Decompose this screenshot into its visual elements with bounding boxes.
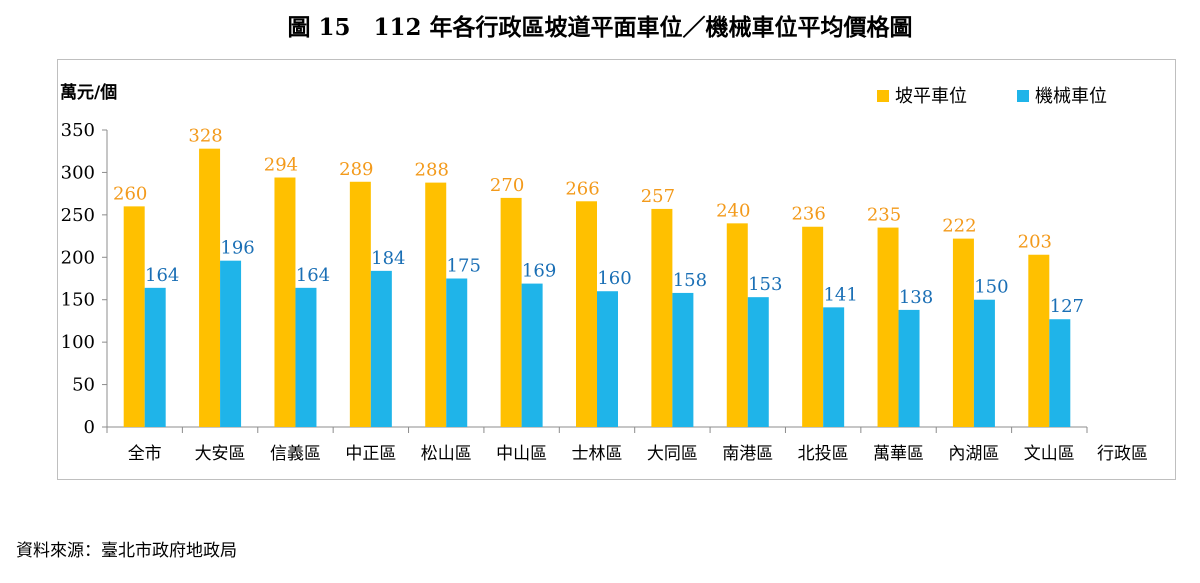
chart-title: 圖 15 112 年各行政區坡道平面車位／機械車位平均價格圖 — [287, 14, 913, 41]
data-label: 240 — [716, 200, 750, 221]
data-label: 158 — [673, 270, 707, 291]
y-axis-label: 萬元/個 — [60, 82, 117, 103]
x-tick-label: 全市 — [128, 444, 162, 464]
data-label: 169 — [522, 261, 556, 282]
data-label: 203 — [1018, 232, 1052, 253]
y-tick-label: 100 — [61, 332, 95, 353]
data-label: 141 — [823, 284, 857, 305]
data-label: 164 — [145, 265, 179, 286]
x-tick-label: 信義區 — [270, 444, 321, 464]
data-label: 196 — [220, 238, 254, 259]
bar-ramp — [199, 148, 221, 427]
bar-ramp — [1028, 254, 1050, 427]
x-tick-label: 中正區 — [345, 444, 396, 464]
x-tick-label: 內湖區 — [948, 444, 999, 464]
bar-ramp — [651, 208, 673, 427]
data-label: 150 — [974, 277, 1008, 298]
bar-mechanical — [898, 309, 920, 427]
legend-swatch — [877, 90, 889, 102]
bar-ramp — [802, 226, 824, 427]
data-label: 260 — [113, 183, 147, 204]
bar-mechanical — [295, 287, 317, 427]
data-label: 235 — [867, 205, 901, 226]
data-label: 328 — [188, 126, 222, 147]
x-tick-label: 大同區 — [647, 444, 698, 464]
bar-mechanical — [220, 260, 242, 427]
bar-ramp — [274, 177, 296, 427]
bar-mechanical — [1049, 319, 1071, 427]
data-label: 236 — [791, 204, 825, 225]
source-note: 資料來源：臺北市政府地政局 — [16, 541, 237, 561]
data-label: 164 — [296, 265, 330, 286]
data-label: 127 — [1050, 296, 1084, 317]
data-label: 289 — [339, 159, 373, 180]
legend-label: 坡平車位 — [895, 86, 967, 107]
legend-label: 機械車位 — [1035, 86, 1107, 107]
data-label: 288 — [415, 160, 449, 181]
data-label: 153 — [748, 274, 782, 295]
bar-mechanical — [370, 270, 392, 427]
bar-ramp — [425, 182, 447, 427]
data-label: 138 — [899, 287, 933, 308]
data-label: 175 — [447, 256, 481, 277]
bar-ramp — [726, 223, 748, 427]
data-label: 270 — [490, 175, 524, 196]
y-tick-label: 300 — [61, 162, 95, 183]
chart-frame — [57, 59, 1176, 480]
x-tick-label: 松山區 — [421, 444, 472, 464]
bar-mechanical — [747, 297, 769, 427]
x-axis-label: 行政區 — [1097, 444, 1148, 464]
y-tick-label: 50 — [72, 375, 95, 396]
bar-ramp — [576, 201, 597, 427]
bar-mechanical — [597, 291, 618, 427]
bar-ramp — [349, 181, 371, 427]
bar-mechanical — [144, 287, 166, 427]
x-tick-label: 中山區 — [496, 444, 547, 464]
y-tick-label: 350 — [61, 120, 95, 141]
y-tick-label: 200 — [61, 247, 95, 268]
y-tick-label: 150 — [61, 290, 95, 311]
x-tick-label: 士林區 — [572, 444, 623, 464]
data-label: 257 — [641, 186, 675, 207]
y-tick-label: 0 — [84, 417, 95, 438]
bar-ramp — [877, 227, 899, 427]
bar-mechanical — [672, 292, 694, 427]
data-label: 222 — [942, 216, 976, 237]
bar-ramp — [500, 197, 522, 427]
bar-mechanical — [823, 307, 845, 427]
bar-mechanical — [973, 299, 995, 427]
x-tick-label: 文山區 — [1024, 444, 1075, 464]
data-label: 184 — [371, 248, 405, 269]
x-tick-label: 南港區 — [722, 444, 773, 464]
x-tick-label: 萬華區 — [873, 444, 924, 464]
bar-mechanical — [446, 278, 468, 427]
bar-ramp — [123, 206, 145, 427]
bar-ramp — [952, 238, 974, 427]
x-tick-label: 北投區 — [798, 444, 849, 464]
x-tick-label: 大安區 — [195, 444, 246, 464]
data-label: 294 — [264, 155, 298, 176]
data-label: 266 — [565, 178, 599, 199]
y-tick-label: 250 — [61, 205, 95, 226]
legend-swatch — [1017, 90, 1029, 102]
data-label: 160 — [597, 268, 631, 289]
bar-mechanical — [521, 283, 543, 427]
